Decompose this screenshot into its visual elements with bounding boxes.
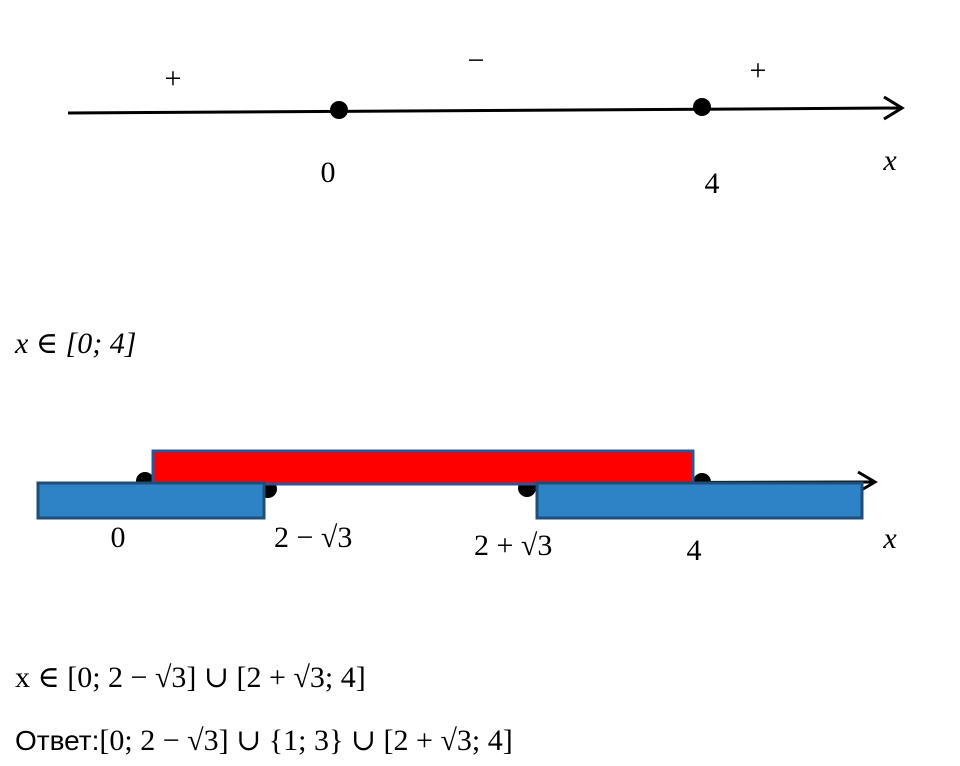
result: x ∈ [0; 4] bbox=[14, 327, 136, 360]
answer-label: Ответ: bbox=[15, 725, 99, 756]
interval-blue bbox=[36, 481, 266, 520]
point-label: 0 bbox=[111, 521, 126, 554]
point-label: 4 bbox=[705, 167, 720, 200]
answer-value: [0; 2 − √3] ∪ {1; 3} ∪ [2 + √3; 4] bbox=[99, 724, 512, 757]
point bbox=[693, 98, 711, 116]
interval-blue bbox=[535, 481, 864, 520]
answer: Ответ:[0; 2 − √3] ∪ {1; 3} ∪ [2 + √3; 4] bbox=[15, 724, 513, 757]
axis-line bbox=[67, 106, 901, 115]
point-label: 0 bbox=[321, 156, 336, 189]
axis-variable: x bbox=[882, 522, 897, 555]
point bbox=[330, 101, 348, 119]
axis-arrow bbox=[857, 470, 878, 494]
axis-arrow bbox=[883, 95, 905, 121]
sign: − bbox=[468, 44, 485, 77]
axis-variable: x bbox=[882, 144, 897, 177]
interval-red bbox=[151, 449, 695, 486]
point-label: 2 + √3 bbox=[474, 529, 552, 562]
result: x ∈ [0; 2 − √3] ∪ [2 + √3; 4] bbox=[15, 661, 366, 694]
sign: + bbox=[165, 62, 182, 95]
sign: + bbox=[750, 54, 767, 87]
point-label: 4 bbox=[687, 534, 702, 567]
point-label: 2 − √3 bbox=[274, 521, 352, 554]
